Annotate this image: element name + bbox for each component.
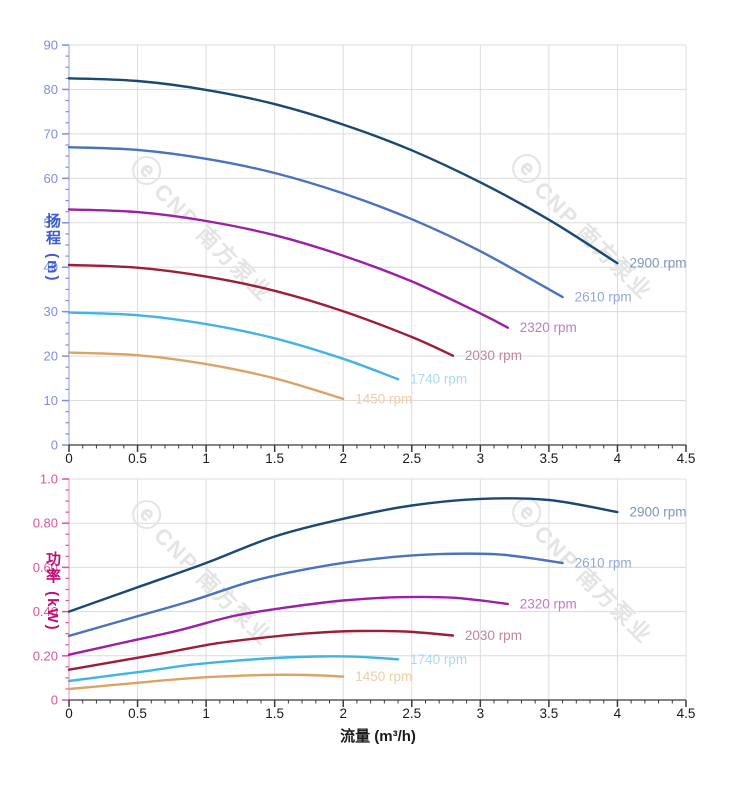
curve-2610-rpm-power-curve-chart [67, 552, 564, 638]
x-tick-label: 0.5 [128, 706, 147, 721]
watermark-logo-text: ⓔCNP 南方泵业 [123, 494, 282, 653]
y-tick-label: 90 [44, 38, 58, 53]
x-tick-label: 3.5 [539, 451, 558, 466]
curve-2320-rpm-head-curve-chart [67, 208, 509, 329]
x-tick-label: 2.5 [402, 706, 421, 721]
curve-label-2030-rpm: 2030 rpm [465, 628, 522, 643]
x-tick-label: 1 [202, 706, 210, 721]
y-tick-label: 0.80 [33, 516, 58, 531]
x-tick-label: 2.5 [402, 451, 421, 466]
y-tick-label: 0.20 [33, 648, 58, 663]
x-tick-label: 4.5 [677, 706, 696, 721]
y-tick-label: 40 [44, 260, 58, 275]
y-tick-label: 60 [44, 171, 58, 186]
curve-2900-rpm-head-curve-chart [67, 77, 619, 265]
x-tick-label: 0 [65, 451, 73, 466]
curve-label-1740-rpm: 1740 rpm [410, 652, 467, 667]
watermark-logo-text: ⓔCNP 南方泵业 [123, 150, 282, 309]
curve-label-1450-rpm: 1450 rpm [355, 669, 412, 684]
y-tick-label: 70 [44, 126, 58, 141]
curve-2030-rpm-head-curve-chart [67, 263, 455, 357]
watermark-logo-text: ⓔCNP 南方泵业 [503, 148, 662, 307]
x-tick-label: 4 [614, 706, 622, 721]
x-tick-label: 0.5 [128, 451, 147, 466]
x-tick-label: 2 [339, 451, 347, 466]
y-tick-label: 0 [51, 438, 58, 453]
x-tick-label: 2 [339, 706, 347, 721]
power-axis-title: 功率 (kW) [44, 551, 61, 632]
y-tick-label: 1.0 [40, 472, 58, 487]
y-tick-label: 0 [51, 693, 58, 708]
y-tick-label: 0.40 [33, 604, 58, 619]
curve-label-2610-rpm: 2610 rpm [575, 555, 632, 570]
x-tick-label: 3.5 [539, 706, 558, 721]
y-tick-label: 30 [44, 304, 58, 319]
x-tick-label: 1 [202, 451, 210, 466]
curve-2900-rpm-power-curve-chart [67, 497, 619, 613]
curve-2610-rpm-head-curve-chart [67, 146, 564, 299]
curve-label-2320-rpm: 2320 rpm [520, 596, 577, 611]
x-tick-label: 3 [477, 706, 485, 721]
curve-1450-rpm-power-curve-chart [67, 673, 345, 691]
y-tick-label: 50 [44, 215, 58, 230]
curve-label-2610-rpm: 2610 rpm [575, 290, 632, 305]
curve-2320-rpm-power-curve-chart [67, 595, 509, 656]
head-axis-title: 扬程 (m) [44, 213, 61, 283]
x-tick-label: 4.5 [677, 451, 696, 466]
x-tick-label: 1.5 [265, 451, 284, 466]
y-tick-label: 80 [44, 82, 58, 97]
curve-1740-rpm-power-curve-chart [67, 655, 400, 683]
curve-label-2030-rpm: 2030 rpm [465, 348, 522, 363]
curve-1740-rpm-head-curve-chart [67, 311, 400, 381]
curve-label-2900-rpm: 2900 rpm [629, 256, 686, 271]
curve-label-2320-rpm: 2320 rpm [520, 320, 577, 335]
curve-2030-rpm-power-curve-chart [67, 629, 455, 671]
x-tick-label: 0 [65, 706, 73, 721]
curve-label-1450-rpm: 1450 rpm [355, 391, 412, 406]
flow-axis-title: 流量 (m³/h) [340, 728, 416, 745]
y-tick-label: 10 [44, 393, 58, 408]
x-tick-label: 3 [477, 451, 485, 466]
x-tick-label: 4 [614, 451, 622, 466]
y-tick-label: 20 [44, 349, 58, 364]
x-tick-label: 1.5 [265, 706, 284, 721]
curve-label-2900-rpm: 2900 rpm [629, 505, 686, 520]
curve-label-1740-rpm: 1740 rpm [410, 372, 467, 387]
y-tick-label: 0.60 [33, 560, 58, 575]
curve-1450-rpm-head-curve-chart [67, 351, 345, 400]
